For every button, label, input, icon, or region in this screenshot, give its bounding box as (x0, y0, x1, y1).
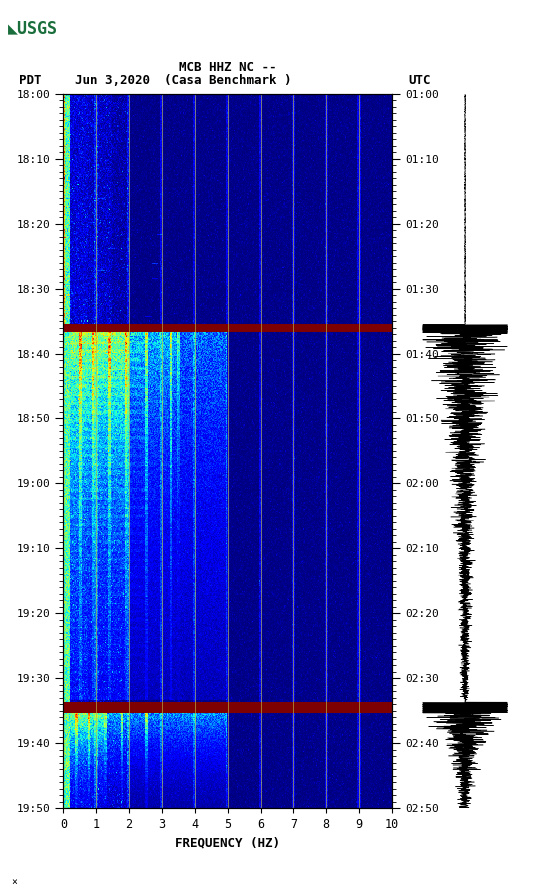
Text: ×: × (11, 877, 17, 888)
Text: ◣USGS: ◣USGS (8, 20, 59, 38)
Text: Jun 3,2020: Jun 3,2020 (75, 74, 150, 87)
Text: UTC: UTC (408, 74, 431, 87)
X-axis label: FREQUENCY (HZ): FREQUENCY (HZ) (175, 837, 280, 849)
Text: PDT: PDT (19, 74, 42, 87)
Text: MCB HHZ NC --: MCB HHZ NC -- (179, 62, 277, 74)
Text: (Casa Benchmark ): (Casa Benchmark ) (164, 74, 291, 87)
